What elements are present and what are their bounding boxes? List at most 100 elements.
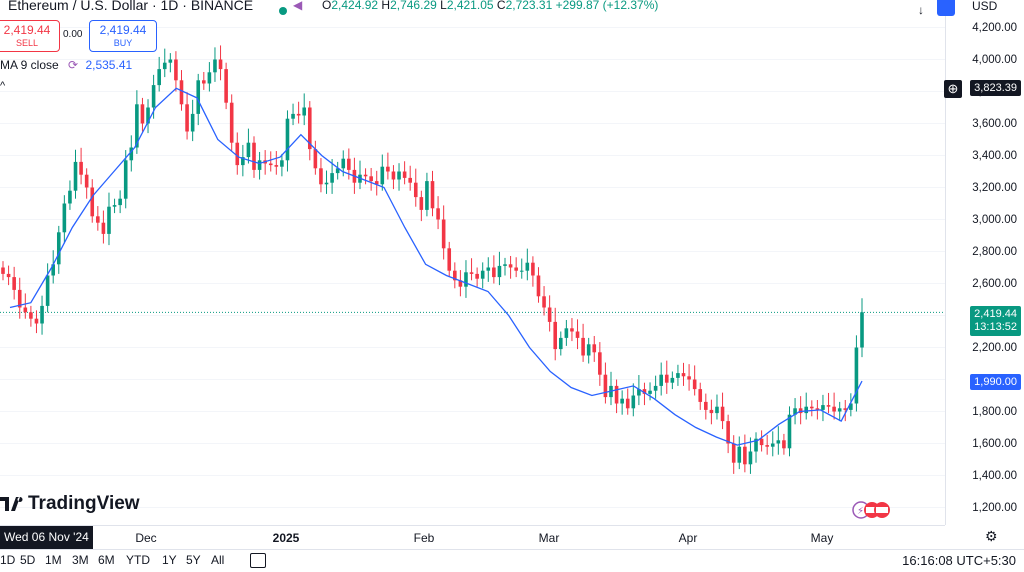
candle-body (720, 406, 725, 422)
candle-body (681, 373, 686, 377)
candle-body (241, 157, 245, 166)
candle-body (330, 173, 334, 183)
collapse-legend-icon[interactable]: ^ (0, 80, 6, 92)
candle-body (162, 62, 167, 70)
candle-body (475, 273, 479, 279)
candle-body (140, 104, 145, 124)
time-cursor-label: Wed 06 Nov '24 (0, 526, 93, 549)
candle-body (670, 377, 675, 383)
clock-label[interactable]: 16:16:08 UTC+5:30 (902, 553, 1016, 568)
price-tick-label: 2,600.00 (972, 277, 1017, 290)
sell-price: 2,419.44 (3, 23, 51, 37)
candle-body (107, 206, 111, 234)
sell-button[interactable]: 2,419.44 SELL (0, 20, 60, 52)
candle-body (737, 446, 742, 463)
candle-body (770, 443, 775, 447)
candle-body (726, 421, 730, 444)
candle-body (257, 160, 262, 170)
candle-body (218, 59, 223, 70)
candle-body (413, 182, 418, 198)
tradingview-logo[interactable]: TradingView (0, 493, 140, 515)
currency-label[interactable]: USD (972, 0, 998, 13)
candle-body (268, 163, 273, 166)
price-tick-label: 3,200.00 (972, 181, 1017, 194)
candle-body (374, 181, 379, 185)
candle-body (575, 331, 580, 338)
range-button-3m[interactable]: 3M (72, 553, 89, 567)
price-tick-label: 3,000.00 (972, 213, 1017, 226)
candle-body (458, 280, 463, 287)
range-button-1m[interactable]: 1M (45, 553, 62, 567)
candle-body (224, 69, 228, 103)
candle-body (190, 113, 195, 132)
settings-gear-icon[interactable]: ⚙ (985, 528, 998, 544)
candle-body (207, 72, 212, 84)
bottom-toolbar: 1D 5D 1M 3M 6M YTD 1Y 5Y All 16:16:08 UTC+5:30 (0, 549, 1024, 572)
scale-toggle-button[interactable] (937, 0, 955, 16)
candle-body (843, 408, 848, 410)
time-tick-label: May (810, 531, 834, 545)
range-button-5y[interactable]: 5Y (186, 553, 201, 567)
range-button-5d[interactable]: 5D (20, 553, 36, 567)
high-value: 2,746.29 (390, 0, 437, 12)
candle-body (430, 181, 435, 209)
candle-body (23, 307, 28, 313)
candle-body (17, 289, 22, 308)
candle-body (715, 406, 719, 414)
candlestick-chart[interactable] (0, 0, 945, 525)
candle-body (558, 337, 563, 350)
ma-settings-icon[interactable]: ⟳ (68, 58, 79, 72)
candle-body (497, 265, 502, 278)
calendar-icon[interactable] (250, 553, 266, 568)
ma-indicator-value: 2,535.41 (85, 58, 133, 72)
range-button-6m[interactable]: 6M (98, 553, 115, 567)
candle-body (648, 390, 652, 394)
down-arrow-icon[interactable]: ↓ (918, 3, 924, 17)
range-button-ytd[interactable]: YTD (126, 553, 150, 567)
chart-pane[interactable] (0, 0, 945, 525)
candle-body (570, 328, 574, 332)
candle-body (625, 398, 630, 409)
candle-body (84, 174, 89, 188)
candle-body (709, 409, 714, 414)
share-icon[interactable]: ◀ (293, 0, 303, 12)
candle-body (118, 198, 122, 206)
range-button-all[interactable]: All (211, 553, 225, 567)
candle-body (369, 176, 373, 182)
range-button-1d[interactable]: 1D (0, 553, 16, 567)
range-button-1y[interactable]: 1Y (162, 553, 177, 567)
candle-body (185, 104, 189, 132)
candle-body (6, 273, 11, 278)
candle-body (313, 149, 318, 169)
candle-body (798, 408, 803, 414)
candle-body (614, 385, 619, 404)
candle-body (508, 264, 513, 268)
news-events-icon[interactable]: ⚡ (852, 501, 892, 519)
candle-body (492, 267, 496, 278)
candle-body (821, 405, 825, 410)
time-axis[interactable]: Wed 06 Nov '24 Dec 2025 Feb Mar Apr May (0, 525, 945, 550)
candle-body (146, 107, 150, 124)
svg-text:⚡: ⚡ (857, 506, 864, 517)
candle-body (68, 190, 72, 204)
candle-body (62, 203, 67, 233)
symbol-title[interactable]: Ethereum / U.S. Dollar · 1D · BINANCE (8, 0, 253, 13)
price-tick-label: 1,400.00 (972, 469, 1017, 482)
candle-body (79, 161, 83, 175)
candle-body (698, 389, 703, 402)
candle-body (637, 389, 641, 396)
candle-body (246, 142, 251, 158)
candle-body (759, 438, 764, 446)
candle-body (776, 440, 781, 444)
price-tick-label: 1,800.00 (972, 405, 1017, 418)
candle-body (285, 118, 290, 161)
candle-body (731, 443, 736, 463)
candle-body (29, 312, 33, 319)
candle-body (743, 446, 747, 465)
ma-indicator-legend[interactable]: MA 9 close ⟳ 2,535.41 (0, 58, 132, 72)
candle-body (642, 389, 647, 394)
buy-button[interactable]: 2,419.44 BUY (89, 20, 157, 52)
crosshair-add-icon[interactable]: ⊕ (944, 80, 962, 98)
price-axis[interactable]: ↓ USD 4,200.004,000.003,800.003,600.003,… (918, 0, 1024, 525)
candle-body (319, 168, 323, 185)
